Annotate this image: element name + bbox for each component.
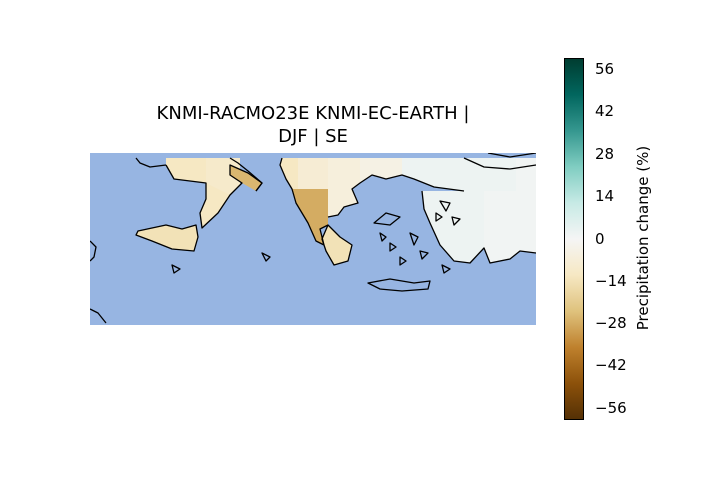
colorbar-tick-label: −56 bbox=[595, 399, 627, 417]
cell-northern-greece bbox=[360, 158, 402, 183]
colorbar-label: Precipitation change (%) bbox=[634, 145, 652, 331]
coast-albania-greece bbox=[279, 157, 353, 266]
cell-anatolia-north bbox=[464, 158, 516, 191]
coast-tunisia bbox=[90, 240, 97, 262]
map-title-line-1: KNMI-RACMO23E KNMI-EC-EARTH | bbox=[156, 103, 470, 124]
colorbar-tick-label: 28 bbox=[595, 145, 615, 163]
colorbar-tick-label: 42 bbox=[595, 102, 615, 120]
colorbar-tick-label: −42 bbox=[595, 356, 627, 374]
map-title-line-2: DJF | SE bbox=[278, 126, 348, 147]
colorbar-tick-label: 0 bbox=[595, 230, 605, 248]
colorbar-gradient bbox=[564, 58, 584, 420]
cell-calabria bbox=[200, 183, 230, 228]
colorbar-tick-label: 14 bbox=[595, 187, 615, 205]
colorbar bbox=[564, 58, 584, 420]
coast-western-turkey bbox=[421, 190, 536, 264]
coast-southern-italy bbox=[165, 164, 263, 229]
coast-crete bbox=[367, 278, 431, 292]
cell-gulf-taranto-coast bbox=[230, 165, 262, 191]
cell-southern-italy-north bbox=[166, 158, 206, 183]
coast-euboea bbox=[373, 212, 401, 226]
coast-small-island bbox=[261, 252, 271, 262]
colorbar-ticks bbox=[583, 70, 584, 408]
coast-malta bbox=[171, 264, 181, 274]
coast-black-sea bbox=[487, 153, 536, 158]
coast-cyclades bbox=[379, 232, 451, 274]
cell-albania-north bbox=[280, 158, 298, 189]
coast-libya bbox=[90, 308, 107, 324]
coastlines bbox=[90, 153, 536, 324]
coast-north-aegean-islands bbox=[435, 200, 461, 226]
colorbar-tick-label: −28 bbox=[595, 314, 627, 332]
cell-peloponnese-west bbox=[322, 225, 352, 265]
cell-thrace-east bbox=[402, 158, 464, 191]
map-panel bbox=[90, 153, 536, 325]
coast-campania bbox=[135, 157, 167, 168]
colorbar-tick-label: 56 bbox=[595, 60, 615, 78]
cell-central-greece bbox=[328, 158, 360, 217]
cell-western-greece bbox=[298, 158, 328, 189]
coast-apulia bbox=[229, 157, 263, 192]
cell-sicily bbox=[136, 225, 198, 251]
cell-albania-epirus bbox=[292, 189, 328, 245]
coast-marmara bbox=[463, 157, 536, 170]
coast-sicily bbox=[135, 224, 199, 252]
cell-aegean-west-turkey bbox=[422, 191, 484, 263]
coast-northern-aegean bbox=[327, 174, 465, 218]
colorbar-tick-label: −14 bbox=[595, 272, 627, 290]
